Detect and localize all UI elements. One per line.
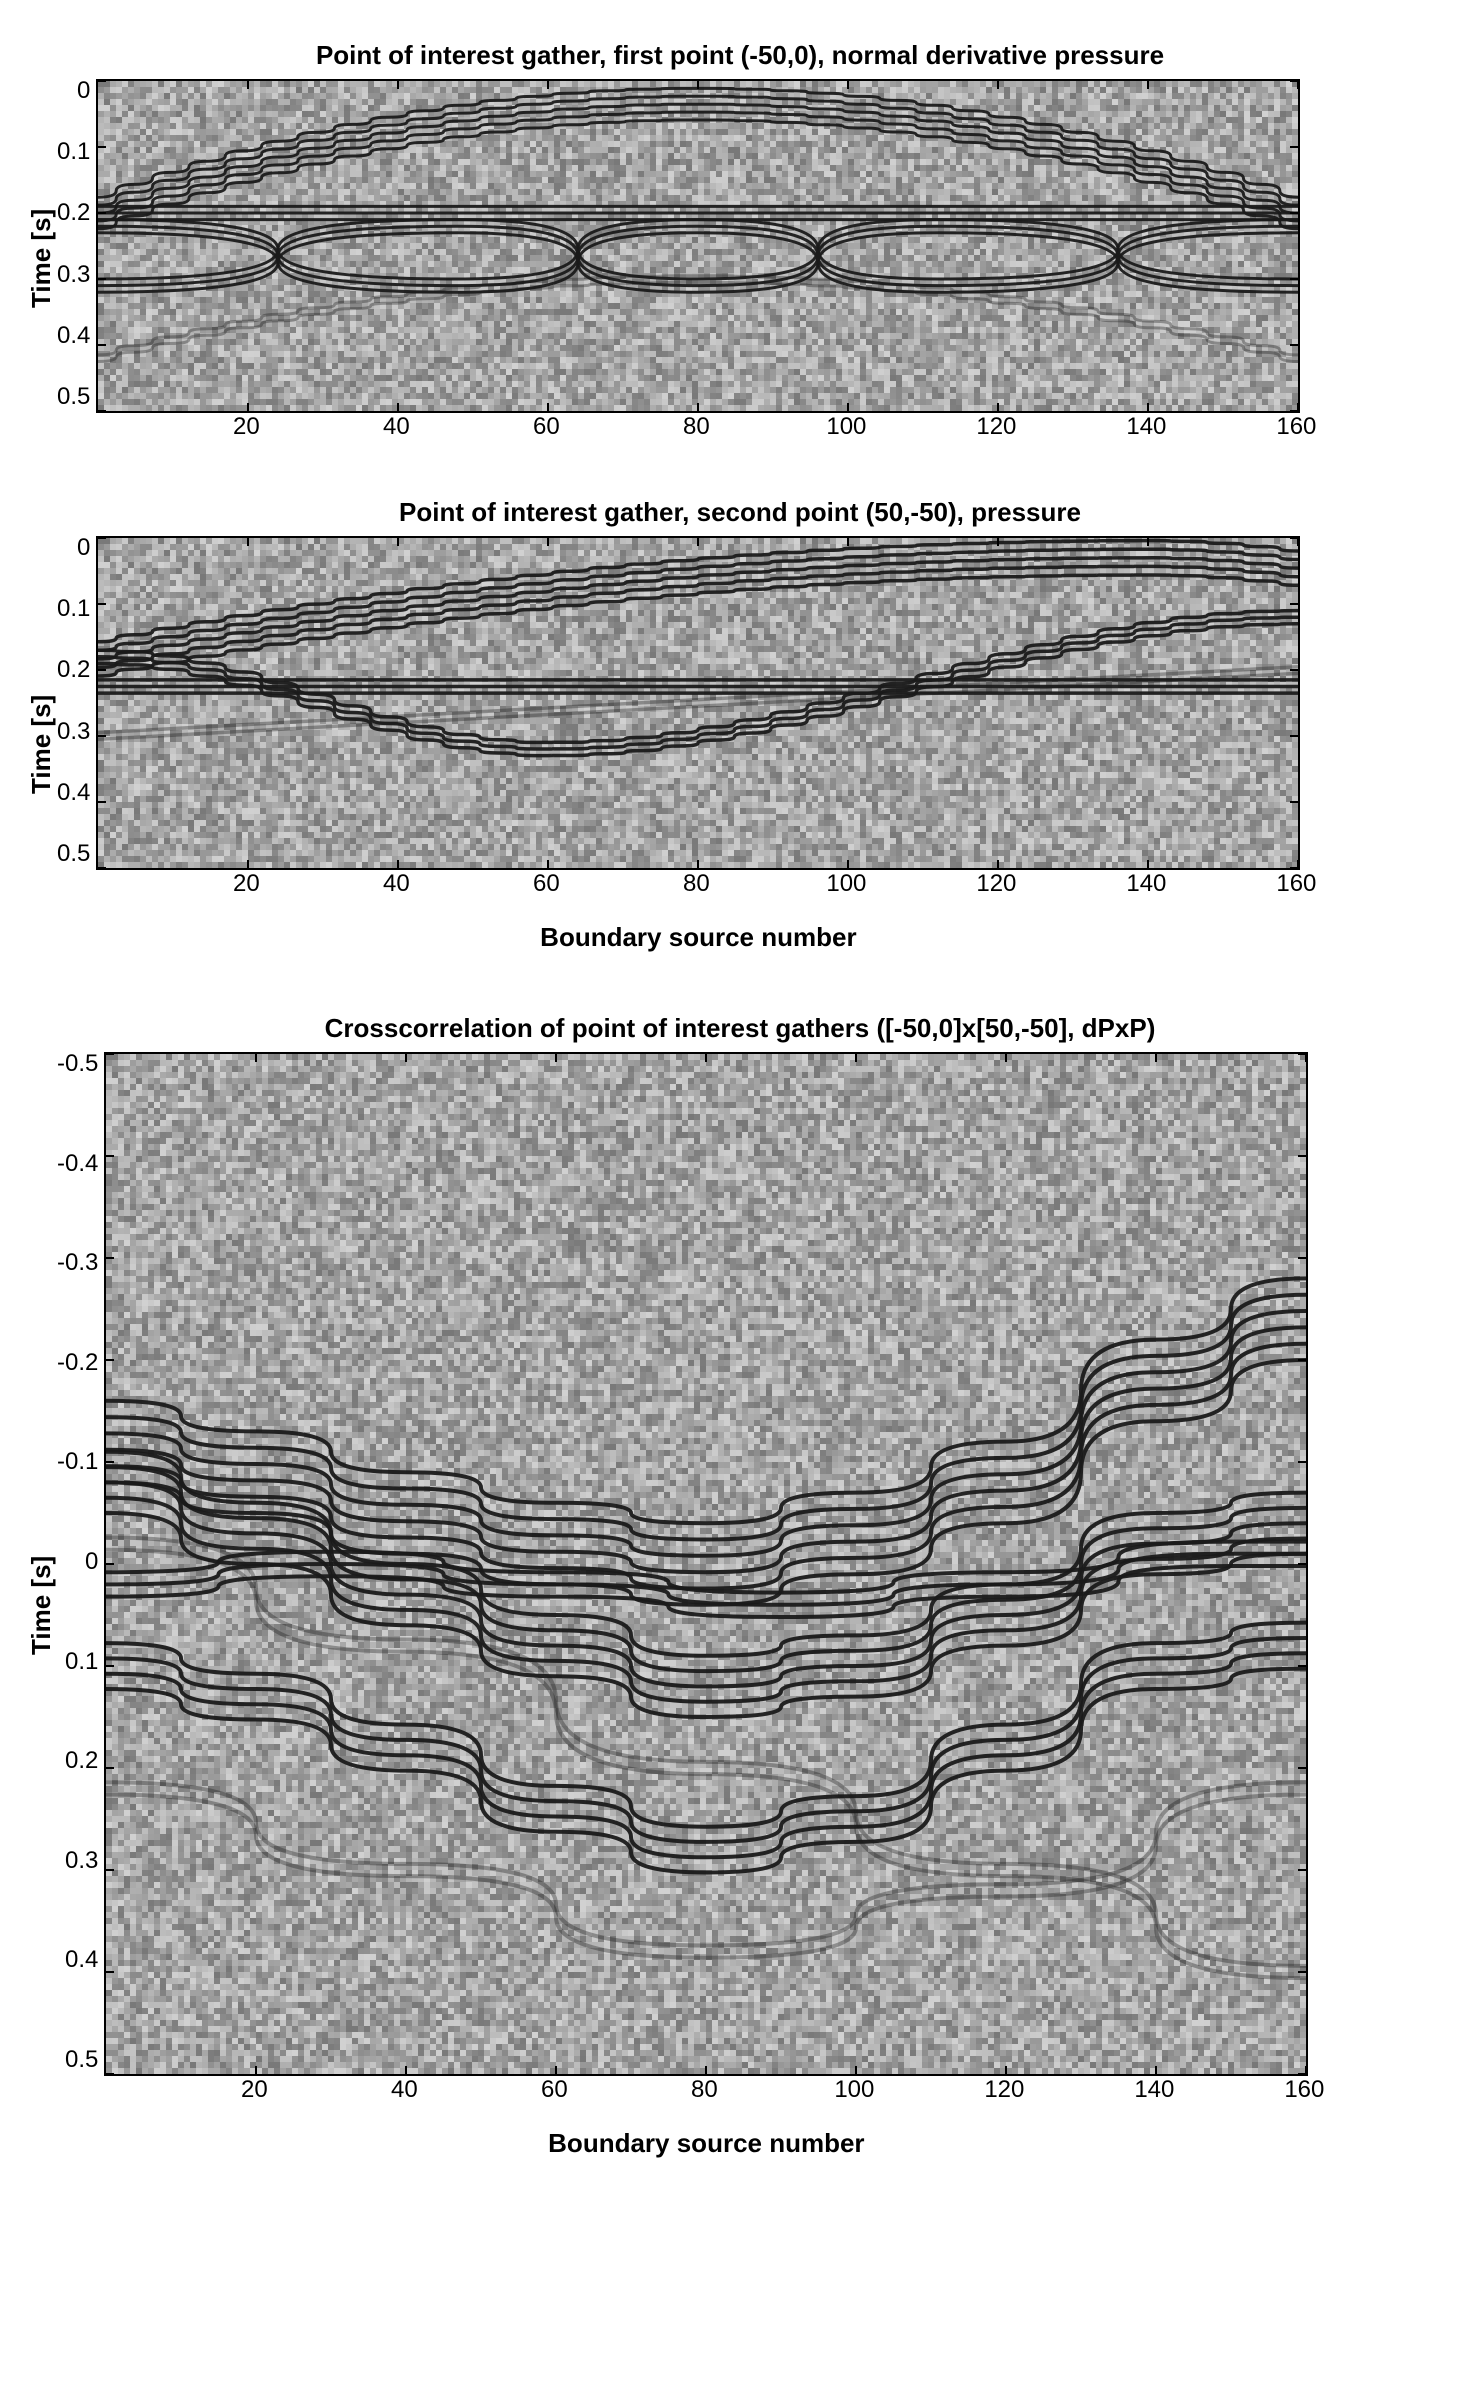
xtick: 40	[383, 870, 410, 898]
plot-svg	[98, 538, 1298, 868]
ytick: 0	[77, 79, 90, 103]
ytick: 0.4	[57, 781, 90, 805]
ytick: 0	[77, 536, 90, 560]
plot-wrap: Time [s] 0 0.1 0.2 0.3 0.4 0.5 20406080100120…	[20, 79, 1460, 437]
xtick: 120	[976, 870, 1016, 898]
ytick: 0.5	[57, 842, 90, 866]
xtick: 80	[691, 2076, 718, 2104]
plot-svg	[106, 1054, 1306, 2074]
xticks: 20406080100120140160	[96, 413, 1296, 437]
xtick: 60	[541, 2076, 568, 2104]
ytick: 0	[85, 1550, 98, 1574]
yticks: 0 0.1 0.2 0.3 0.4 0.5	[57, 79, 96, 409]
panel1: Point of interest gather, first point (-…	[20, 40, 1460, 437]
ytick: 0.1	[57, 597, 90, 621]
plot-area	[96, 536, 1300, 870]
xtick: 120	[984, 2076, 1024, 2104]
panel2: Point of interest gather, second point (…	[20, 497, 1460, 953]
xtick: 80	[683, 413, 710, 441]
ylabel: Time [s]	[20, 1052, 57, 2159]
xlabel: Boundary source number	[104, 2128, 1308, 2159]
xlabel: Boundary source number	[96, 922, 1300, 953]
xticks: 20406080100120140160	[96, 870, 1296, 894]
xtick: 20	[233, 413, 260, 441]
ytick: -0.5	[57, 1052, 98, 1076]
ytick: -0.2	[57, 1351, 98, 1375]
ytick: 0.3	[65, 1849, 98, 1873]
plot-area	[104, 1052, 1308, 2076]
xtick: 40	[391, 2076, 418, 2104]
xtick: 140	[1126, 870, 1166, 898]
xtick: 140	[1134, 2076, 1174, 2104]
yticks: 0 0.1 0.2 0.3 0.4 0.5	[57, 536, 96, 866]
plot-svg	[98, 81, 1298, 411]
xtick: 60	[533, 870, 560, 898]
xtick: 100	[826, 413, 866, 441]
xtick: 160	[1276, 413, 1316, 441]
plot-wrap: Time [s] -0.5 -0.4 -0.3 -0.2 -0.1 0 0.1 0.2 0.3 0…	[20, 1052, 1460, 2159]
panel-title: Crosscorrelation of point of interest ga…	[20, 1013, 1460, 1044]
xtick: 100	[834, 2076, 874, 2104]
xtick: 20	[233, 870, 260, 898]
ytick: -0.3	[57, 1251, 98, 1275]
panel-title: Point of interest gather, first point (-…	[20, 40, 1460, 71]
xticks: 20406080100120140160	[104, 2076, 1304, 2100]
ylabel: Time [s]	[20, 79, 57, 437]
xtick: 160	[1284, 2076, 1324, 2104]
ytick: 0.5	[57, 385, 90, 409]
xtick: 60	[533, 413, 560, 441]
ytick: 0.3	[57, 263, 90, 287]
panel3: Crosscorrelation of point of interest ga…	[20, 1013, 1460, 2159]
ytick: 0.2	[57, 201, 90, 225]
ytick: 0.1	[57, 140, 90, 164]
ytick: 0.3	[57, 720, 90, 744]
ytick: 0.1	[65, 1650, 98, 1674]
ytick: 0.2	[57, 658, 90, 682]
ylabel: Time [s]	[20, 536, 57, 953]
panel-title: Point of interest gather, second point (…	[20, 497, 1460, 528]
ytick: -0.4	[57, 1152, 98, 1176]
xtick: 100	[826, 870, 866, 898]
xtick: 120	[976, 413, 1016, 441]
ytick: 0.4	[57, 324, 90, 348]
ytick: 0.4	[65, 1948, 98, 1972]
xtick: 160	[1276, 870, 1316, 898]
ytick: 0.5	[65, 2048, 98, 2072]
ytick: 0.2	[65, 1749, 98, 1773]
xtick: 20	[241, 2076, 268, 2104]
plot-area	[96, 79, 1300, 413]
plot-wrap: Time [s] 00.10.20.30.40.5 20406080100120…	[20, 536, 1460, 953]
xtick: 140	[1126, 413, 1166, 441]
yticks: -0.5 -0.4 -0.3 -0.2 -0.1 0 0.1 0.2 0.3 0.4 0.5	[57, 1052, 104, 2072]
xtick: 40	[383, 413, 410, 441]
xtick: 80	[683, 870, 710, 898]
ytick: -0.1	[57, 1450, 98, 1474]
